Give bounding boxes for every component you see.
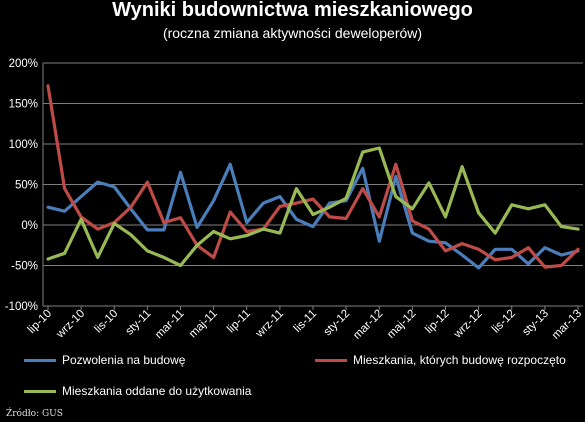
series-lines: [46, 84, 580, 270]
x-tick-label: lis-11: [292, 308, 319, 335]
y-axis-labels: 200% 150% 100% 50% 0% -50% -100%: [5, 58, 38, 313]
y-tick-label: 100%: [9, 139, 38, 151]
legend-item-oddane: Mieszkania oddane do użytkowania: [24, 384, 251, 398]
legend-item-pozwolenia: Pozwolenia na budowę: [24, 353, 185, 367]
y-tick-label: 0%: [21, 220, 38, 232]
legend-swatch-red: [315, 358, 347, 362]
x-tick-label: mar-11: [153, 308, 187, 342]
chart-subtitle: (roczna zmiana aktywności deweloperów): [162, 25, 423, 41]
legend-label: Mieszkania, których budowę rozpoczęto: [353, 353, 566, 367]
x-tick-label: maj-12: [385, 308, 418, 341]
x-tick-label: lis-10: [92, 308, 120, 336]
legend-swatch-green: [24, 389, 56, 393]
series-line-3: [46, 146, 580, 268]
series-line-2: [46, 84, 580, 269]
gridlines: [42, 62, 583, 310]
y-tick-label: 200%: [9, 58, 38, 70]
x-tick-label: mar-12: [351, 308, 385, 342]
legend-swatch-blue: [24, 358, 56, 362]
legend-item-rozpoczete: Mieszkania, których budowę rozpoczęto: [315, 353, 566, 367]
x-tick-label: sty-13: [520, 308, 551, 339]
x-tick-label: mar-13: [550, 308, 584, 342]
y-tick-label: 50%: [15, 180, 38, 192]
x-tick-label: lis-12: [490, 308, 518, 336]
x-tick-label: sty-12: [322, 308, 353, 339]
x-tick-label: wrz-11: [253, 308, 286, 341]
x-tick-label: lip-11: [225, 308, 253, 336]
x-tick-label: sty-11: [123, 308, 153, 338]
x-tick-label: wrz-12: [451, 308, 485, 342]
source-note: Źródło: GUS: [6, 409, 63, 419]
legend-label: Mieszkania oddane do użytkowania: [62, 384, 252, 398]
x-axis-labels: lip-10 wrz-10 lis-10 sty-11 mar-11 maj-11 lip-…: [26, 308, 584, 342]
series-line-1: [46, 162, 580, 270]
y-tick-label: -100%: [5, 301, 38, 313]
y-tick-label: -50%: [11, 261, 38, 273]
y-tick-label: 150%: [9, 99, 38, 111]
chart-title: Wyniki budownictwa mieszkaniowego: [112, 0, 473, 21]
x-tick-label: wrz-10: [54, 308, 88, 342]
x-tick-label: lip-12: [423, 308, 451, 336]
legend-label: Pozwolenia na budowę: [62, 353, 186, 367]
x-tick-label: maj-11: [187, 308, 220, 341]
